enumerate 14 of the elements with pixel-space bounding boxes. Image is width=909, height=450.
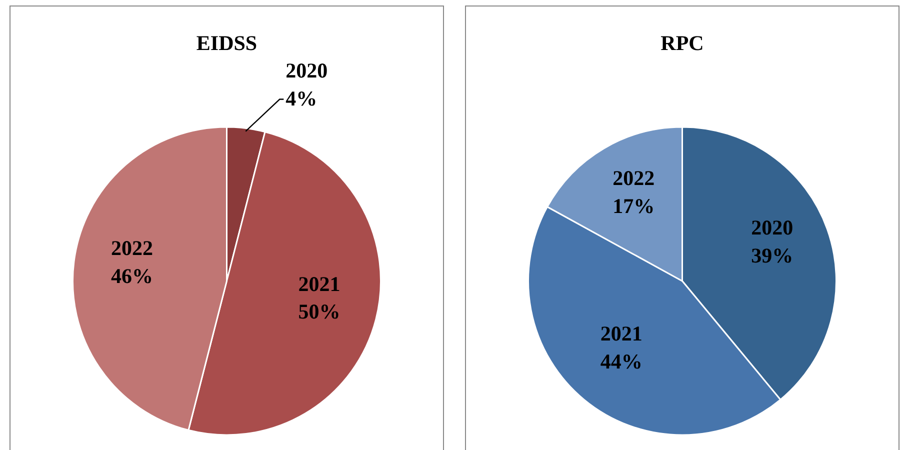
data-label: 39% bbox=[751, 244, 794, 268]
slice-label: 2021 bbox=[298, 272, 340, 296]
chart-title: EIDSS bbox=[196, 31, 258, 55]
slice-label: 2022 bbox=[612, 166, 655, 190]
slice-label: 2020 bbox=[286, 58, 328, 82]
data-label: 46% bbox=[111, 264, 154, 288]
slice-label: 2021 bbox=[600, 322, 642, 346]
slice-label: 2022 bbox=[111, 236, 154, 260]
data-label: 44% bbox=[600, 350, 642, 374]
data-label: 50% bbox=[298, 300, 340, 324]
chart-title: RPC bbox=[660, 31, 704, 55]
data-label: 4% bbox=[286, 86, 318, 110]
data-label: 17% bbox=[612, 194, 655, 218]
slice-label: 2020 bbox=[751, 216, 794, 240]
